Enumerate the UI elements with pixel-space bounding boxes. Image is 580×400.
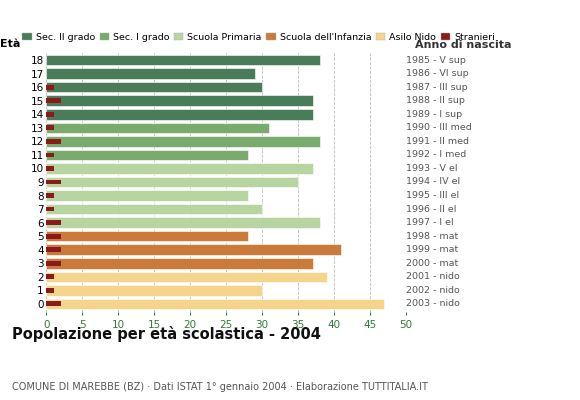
Bar: [46, 112, 53, 117]
Bar: [46, 150, 248, 160]
Text: 2003 - nido: 2003 - nido: [406, 299, 460, 308]
Bar: [46, 126, 53, 130]
Bar: [46, 261, 61, 266]
Text: 1993 - V el: 1993 - V el: [406, 164, 458, 173]
Bar: [46, 136, 320, 147]
Bar: [46, 177, 298, 187]
Bar: [46, 207, 53, 212]
Bar: [46, 302, 61, 306]
Bar: [46, 152, 53, 157]
Bar: [46, 217, 320, 228]
Text: 2001 - nido: 2001 - nido: [406, 272, 460, 281]
Text: 1994 - IV el: 1994 - IV el: [406, 178, 460, 186]
Text: 2002 - nido: 2002 - nido: [406, 286, 460, 295]
Text: Popolazione per età scolastica - 2004: Popolazione per età scolastica - 2004: [12, 326, 321, 342]
Bar: [46, 231, 248, 242]
Text: 1998 - mat: 1998 - mat: [406, 232, 458, 241]
Bar: [46, 220, 61, 225]
Bar: [46, 234, 61, 238]
Bar: [46, 96, 313, 106]
Bar: [46, 258, 313, 268]
Bar: [46, 82, 262, 92]
Bar: [46, 163, 313, 174]
Bar: [46, 190, 248, 201]
Legend: Sec. II grado, Sec. I grado, Scuola Primaria, Scuola dell'Infanzia, Asilo Nido, : Sec. II grado, Sec. I grado, Scuola Prim…: [23, 33, 495, 42]
Bar: [46, 122, 269, 133]
Text: 1991 - II med: 1991 - II med: [406, 137, 469, 146]
Text: 1995 - III el: 1995 - III el: [406, 191, 459, 200]
Bar: [46, 180, 61, 184]
Bar: [46, 272, 327, 282]
Text: Età: Età: [0, 39, 20, 49]
Text: 1987 - III sup: 1987 - III sup: [406, 83, 467, 92]
Bar: [46, 298, 385, 309]
Bar: [46, 204, 262, 214]
Bar: [46, 68, 255, 79]
Bar: [46, 166, 53, 171]
Bar: [46, 98, 61, 103]
Bar: [46, 244, 341, 255]
Bar: [46, 274, 53, 279]
Text: 1988 - II sup: 1988 - II sup: [406, 96, 465, 105]
Text: 1989 - I sup: 1989 - I sup: [406, 110, 462, 119]
Text: 1985 - V sup: 1985 - V sup: [406, 56, 466, 65]
Bar: [46, 285, 262, 296]
Bar: [46, 85, 53, 90]
Text: 1992 - I med: 1992 - I med: [406, 150, 466, 160]
Text: 1990 - III med: 1990 - III med: [406, 123, 472, 132]
Bar: [46, 139, 61, 144]
Bar: [46, 109, 313, 120]
Bar: [46, 247, 61, 252]
Text: 1999 - mat: 1999 - mat: [406, 245, 458, 254]
Text: 1996 - II el: 1996 - II el: [406, 204, 456, 214]
Text: COMUNE DI MAREBBE (BZ) · Dati ISTAT 1° gennaio 2004 · Elaborazione TUTTITALIA.IT: COMUNE DI MAREBBE (BZ) · Dati ISTAT 1° g…: [12, 382, 427, 392]
Text: 2000 - mat: 2000 - mat: [406, 259, 458, 268]
Text: 1997 - I el: 1997 - I el: [406, 218, 454, 227]
Bar: [46, 55, 320, 66]
Bar: [46, 193, 53, 198]
Text: 1986 - VI sup: 1986 - VI sup: [406, 69, 469, 78]
Bar: [46, 288, 53, 293]
Text: Anno di nascita: Anno di nascita: [415, 40, 511, 50]
